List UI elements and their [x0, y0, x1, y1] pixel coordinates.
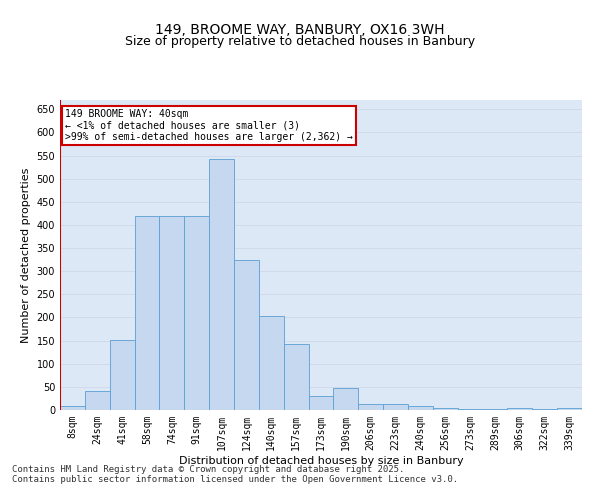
Bar: [60, 406, 85, 410]
Bar: [184, 216, 209, 410]
Bar: [557, 408, 582, 410]
Bar: [508, 408, 532, 410]
Bar: [308, 396, 334, 410]
Bar: [433, 408, 458, 410]
Bar: [358, 404, 383, 410]
Bar: [458, 408, 482, 410]
Text: Size of property relative to detached houses in Banbury: Size of property relative to detached ho…: [125, 35, 475, 48]
Text: 149, BROOME WAY, BANBURY, OX16 3WH: 149, BROOME WAY, BANBURY, OX16 3WH: [155, 22, 445, 36]
Bar: [284, 344, 308, 410]
Y-axis label: Number of detached properties: Number of detached properties: [21, 168, 31, 342]
Bar: [334, 388, 358, 410]
Text: Contains public sector information licensed under the Open Government Licence v3: Contains public sector information licen…: [12, 476, 458, 484]
Bar: [134, 216, 160, 410]
Bar: [482, 409, 508, 410]
X-axis label: Distribution of detached houses by size in Banbury: Distribution of detached houses by size …: [179, 456, 463, 466]
Bar: [110, 340, 134, 410]
Bar: [408, 406, 433, 410]
Bar: [383, 404, 408, 410]
Bar: [259, 316, 284, 410]
Bar: [532, 409, 557, 410]
Text: Contains HM Land Registry data © Crown copyright and database right 2025.: Contains HM Land Registry data © Crown c…: [12, 466, 404, 474]
Bar: [234, 260, 259, 410]
Bar: [209, 159, 234, 410]
Text: 149 BROOME WAY: 40sqm
← <1% of detached houses are smaller (3)
>99% of semi-deta: 149 BROOME WAY: 40sqm ← <1% of detached …: [65, 110, 353, 142]
Bar: [85, 390, 110, 410]
Bar: [160, 216, 184, 410]
